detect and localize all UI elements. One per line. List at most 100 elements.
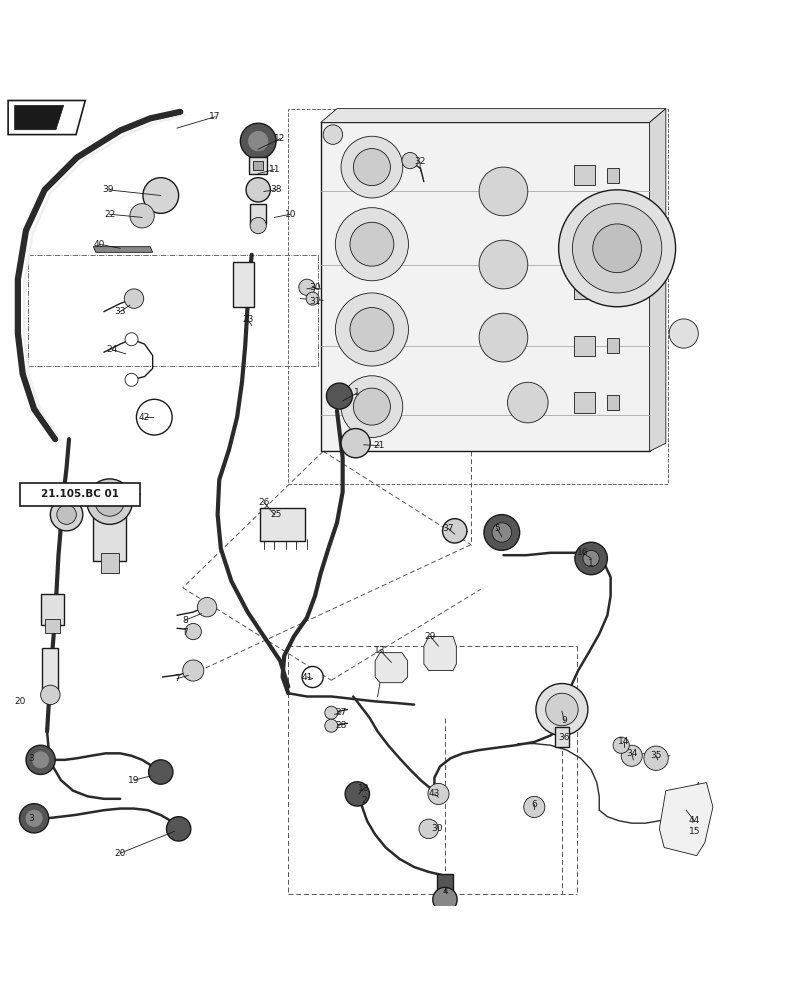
Text: 30: 30 bbox=[431, 824, 442, 833]
Bar bbox=[260, 508, 304, 541]
Text: 12: 12 bbox=[274, 134, 285, 143]
Circle shape bbox=[324, 706, 337, 719]
Circle shape bbox=[478, 240, 527, 289]
Circle shape bbox=[143, 178, 178, 213]
Bar bbox=[574, 279, 594, 299]
Text: 29: 29 bbox=[424, 632, 436, 641]
Circle shape bbox=[306, 292, 319, 305]
Text: 19: 19 bbox=[128, 776, 139, 785]
Bar bbox=[45, 619, 60, 633]
Polygon shape bbox=[649, 109, 665, 451]
Text: 25: 25 bbox=[270, 510, 281, 519]
Polygon shape bbox=[423, 636, 456, 671]
Circle shape bbox=[592, 224, 641, 273]
Text: 7: 7 bbox=[174, 674, 180, 683]
Circle shape bbox=[26, 810, 42, 826]
Text: 44: 44 bbox=[688, 816, 699, 825]
Circle shape bbox=[248, 131, 268, 151]
Bar bbox=[93, 500, 126, 561]
Polygon shape bbox=[320, 122, 649, 451]
Bar bbox=[607, 225, 618, 239]
Text: 1: 1 bbox=[587, 559, 594, 568]
Text: 41: 41 bbox=[301, 673, 312, 682]
Text: 18: 18 bbox=[358, 784, 369, 793]
Text: 17: 17 bbox=[209, 112, 221, 121]
Circle shape bbox=[353, 388, 390, 425]
Circle shape bbox=[558, 190, 675, 307]
Circle shape bbox=[345, 782, 369, 806]
Text: 7: 7 bbox=[182, 628, 188, 637]
Circle shape bbox=[478, 167, 527, 216]
Circle shape bbox=[335, 208, 408, 281]
Bar bbox=[574, 222, 594, 242]
Text: 10: 10 bbox=[285, 210, 296, 219]
Circle shape bbox=[523, 796, 544, 817]
Bar bbox=[607, 395, 618, 410]
Bar bbox=[253, 161, 263, 170]
Bar bbox=[574, 336, 594, 356]
Bar bbox=[41, 594, 64, 625]
Bar bbox=[436, 874, 453, 898]
Circle shape bbox=[572, 204, 661, 293]
Text: 34: 34 bbox=[625, 749, 637, 758]
Circle shape bbox=[124, 289, 144, 308]
Text: 5: 5 bbox=[493, 524, 500, 533]
Polygon shape bbox=[8, 100, 85, 135]
Circle shape bbox=[185, 623, 201, 640]
Text: 6: 6 bbox=[530, 800, 537, 809]
Circle shape bbox=[574, 542, 607, 575]
Polygon shape bbox=[93, 247, 152, 252]
Circle shape bbox=[341, 136, 402, 198]
Circle shape bbox=[401, 152, 418, 169]
Circle shape bbox=[87, 479, 132, 524]
Circle shape bbox=[483, 515, 519, 550]
Text: 39: 39 bbox=[102, 185, 114, 194]
Text: 3: 3 bbox=[28, 754, 34, 763]
Text: 13: 13 bbox=[374, 646, 385, 655]
Circle shape bbox=[350, 308, 393, 351]
Text: 16: 16 bbox=[577, 548, 588, 557]
Circle shape bbox=[545, 693, 577, 726]
Bar bbox=[574, 165, 594, 185]
Circle shape bbox=[620, 745, 642, 766]
Circle shape bbox=[95, 487, 124, 516]
Circle shape bbox=[491, 523, 511, 542]
Circle shape bbox=[125, 373, 138, 386]
Text: 9: 9 bbox=[560, 716, 567, 725]
Text: 24: 24 bbox=[106, 345, 118, 354]
Circle shape bbox=[535, 684, 587, 735]
Polygon shape bbox=[320, 109, 665, 122]
Text: 27: 27 bbox=[335, 708, 346, 717]
Text: 43: 43 bbox=[428, 789, 440, 798]
Bar bbox=[101, 553, 118, 573]
Circle shape bbox=[478, 313, 527, 362]
Circle shape bbox=[668, 319, 697, 348]
Text: 15: 15 bbox=[688, 827, 699, 836]
Bar bbox=[607, 168, 618, 183]
Text: 40: 40 bbox=[93, 240, 105, 249]
Text: 21.105.BC 01: 21.105.BC 01 bbox=[41, 489, 119, 499]
Circle shape bbox=[240, 123, 276, 159]
Circle shape bbox=[427, 783, 448, 804]
Circle shape bbox=[246, 178, 270, 202]
Circle shape bbox=[298, 279, 315, 295]
Bar bbox=[249, 157, 267, 174]
Text: 21: 21 bbox=[373, 441, 384, 450]
Circle shape bbox=[418, 819, 438, 839]
Circle shape bbox=[612, 737, 629, 753]
Circle shape bbox=[341, 376, 402, 437]
Text: 1: 1 bbox=[354, 388, 360, 397]
Text: 20: 20 bbox=[15, 697, 26, 706]
Text: 20: 20 bbox=[114, 849, 126, 858]
Text: 36: 36 bbox=[558, 733, 569, 742]
Bar bbox=[607, 282, 618, 296]
Bar bbox=[42, 648, 58, 693]
Circle shape bbox=[324, 719, 337, 732]
Circle shape bbox=[130, 204, 154, 228]
Text: 33: 33 bbox=[114, 307, 126, 316]
Polygon shape bbox=[659, 783, 712, 856]
Circle shape bbox=[250, 217, 266, 234]
Polygon shape bbox=[15, 105, 63, 130]
Text: 32: 32 bbox=[414, 157, 425, 166]
Circle shape bbox=[19, 804, 49, 833]
